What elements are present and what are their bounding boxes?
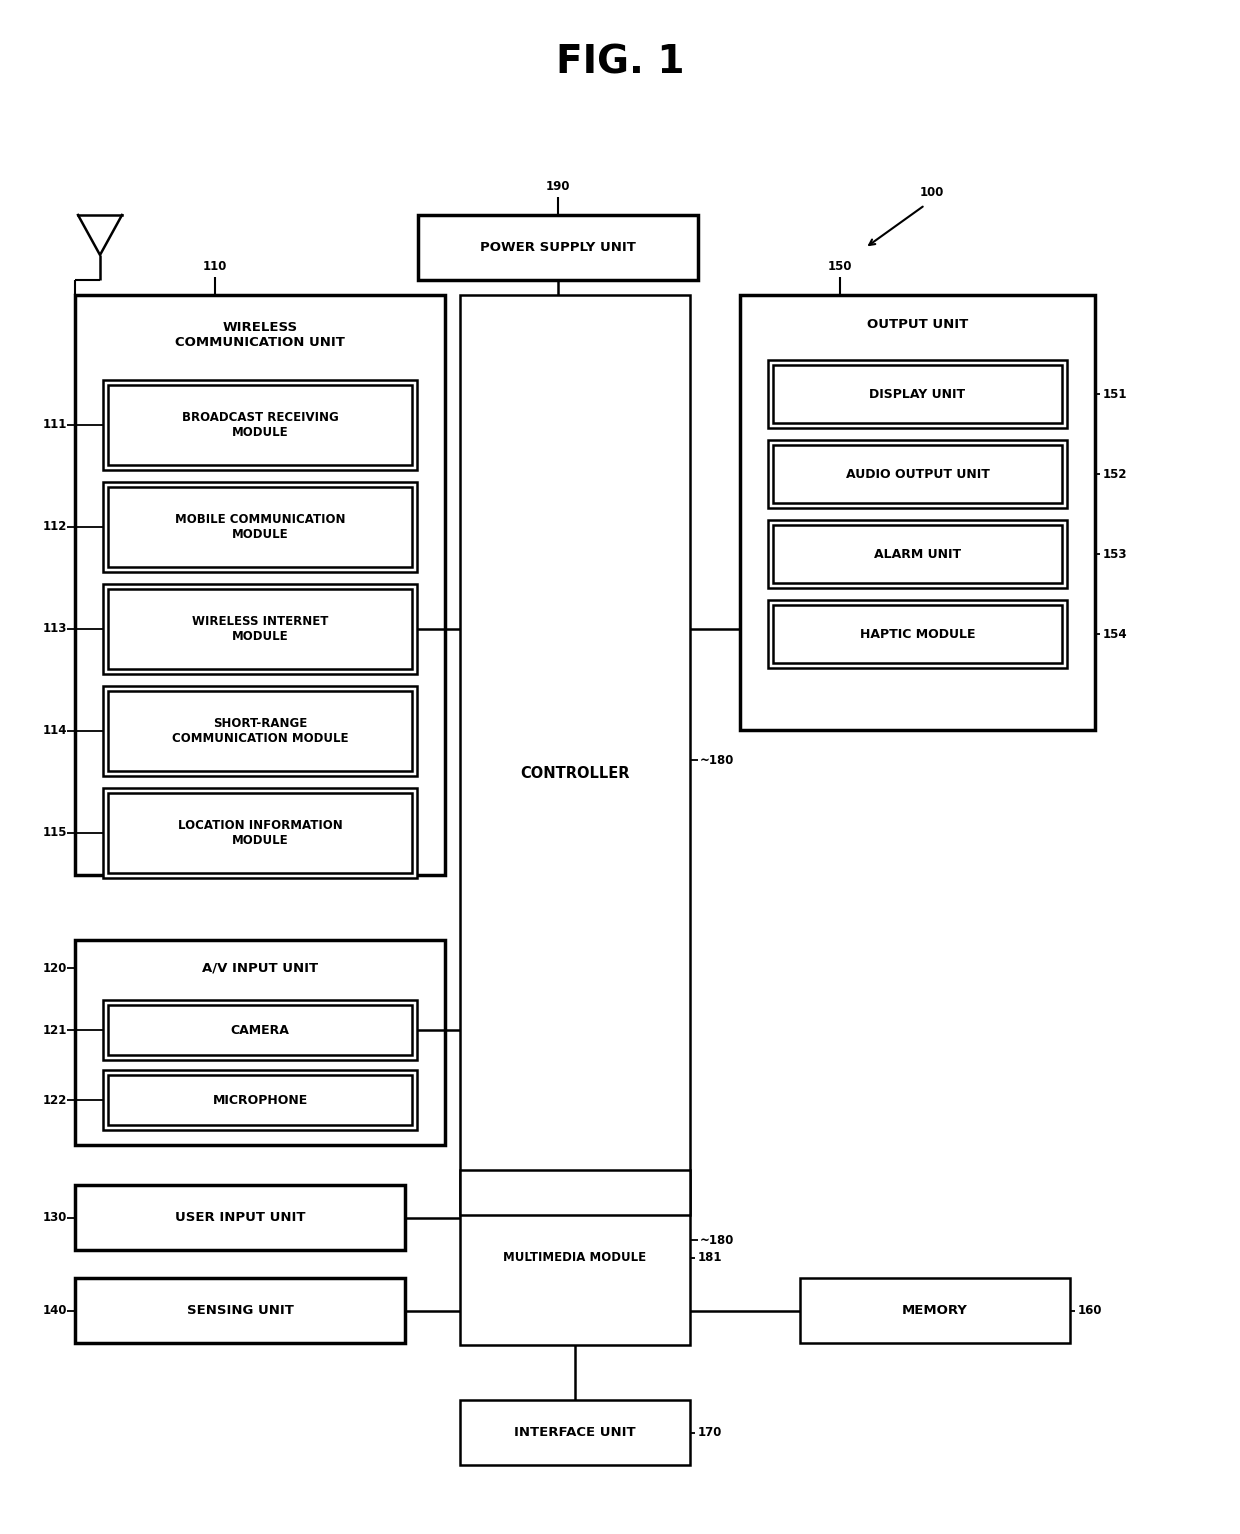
Bar (460, 295, 689, 1215)
Text: 152: 152 (1104, 468, 1127, 480)
Bar (418, 215, 698, 281)
Bar (103, 1071, 417, 1131)
Bar (773, 365, 1061, 423)
Text: AUDIO OUTPUT UNIT: AUDIO OUTPUT UNIT (846, 468, 990, 480)
Bar (103, 584, 417, 673)
Text: 120: 120 (42, 962, 67, 974)
Bar (773, 445, 1061, 503)
Text: 190: 190 (546, 181, 570, 193)
Text: SENSING UNIT: SENSING UNIT (186, 1304, 294, 1318)
Bar (768, 360, 1066, 428)
Text: MULTIMEDIA MODULE: MULTIMEDIA MODULE (503, 1252, 646, 1264)
Text: 170: 170 (698, 1427, 723, 1439)
Text: FIG. 1: FIG. 1 (556, 43, 684, 81)
Text: USER INPUT UNIT: USER INPUT UNIT (175, 1210, 305, 1224)
Text: 154: 154 (1104, 627, 1127, 641)
Bar (108, 1005, 412, 1055)
Bar (773, 604, 1061, 663)
Bar (108, 793, 412, 873)
Text: 130: 130 (42, 1210, 67, 1224)
Text: CAMERA: CAMERA (231, 1023, 289, 1037)
Text: HAPTIC MODULE: HAPTIC MODULE (859, 627, 975, 641)
Text: 100: 100 (920, 187, 945, 199)
Text: 113: 113 (42, 623, 67, 635)
Text: DISPLAY UNIT: DISPLAY UNIT (869, 388, 966, 400)
Text: 153: 153 (1104, 548, 1127, 560)
Bar (74, 295, 445, 874)
Bar (108, 486, 412, 568)
Text: 111: 111 (42, 419, 67, 431)
Bar (103, 380, 417, 469)
Bar (108, 385, 412, 465)
Text: LOCATION INFORMATION
MODULE: LOCATION INFORMATION MODULE (177, 819, 342, 847)
Text: 112: 112 (42, 520, 67, 534)
Text: 110: 110 (203, 261, 227, 273)
Bar (460, 1401, 689, 1465)
Text: MEMORY: MEMORY (901, 1304, 968, 1318)
Bar (103, 1000, 417, 1060)
Text: SHORT-RANGE
COMMUNICATION MODULE: SHORT-RANGE COMMUNICATION MODULE (172, 716, 348, 746)
Text: ~180: ~180 (701, 753, 734, 767)
Text: 160: 160 (1078, 1304, 1102, 1318)
Bar (460, 1170, 689, 1345)
Bar (103, 686, 417, 776)
Text: INTERFACE UNIT: INTERFACE UNIT (515, 1427, 636, 1439)
Text: A/V INPUT UNIT: A/V INPUT UNIT (202, 962, 319, 974)
Text: MOBILE COMMUNICATION
MODULE: MOBILE COMMUNICATION MODULE (175, 512, 345, 542)
Bar (800, 1278, 1070, 1342)
Bar (74, 1278, 405, 1342)
Text: 115: 115 (42, 827, 67, 839)
Bar (108, 589, 412, 669)
Text: 150: 150 (828, 261, 852, 273)
Text: POWER SUPPLY UNIT: POWER SUPPLY UNIT (480, 241, 636, 255)
Text: ~180: ~180 (701, 1233, 734, 1247)
Text: ALARM UNIT: ALARM UNIT (874, 548, 961, 560)
Text: 181: 181 (698, 1252, 723, 1264)
Text: OUTPUT UNIT: OUTPUT UNIT (867, 319, 968, 331)
Bar (74, 940, 445, 1144)
Bar (740, 295, 1095, 730)
Bar (768, 440, 1066, 508)
Bar (108, 1075, 412, 1124)
Bar (773, 525, 1061, 583)
Text: 122: 122 (42, 1094, 67, 1106)
Text: BROADCAST RECEIVING
MODULE: BROADCAST RECEIVING MODULE (181, 411, 339, 439)
Text: WIRELESS
COMMUNICATION UNIT: WIRELESS COMMUNICATION UNIT (175, 321, 345, 350)
Text: MICROPHONE: MICROPHONE (212, 1094, 308, 1106)
Bar (103, 482, 417, 572)
Text: 121: 121 (42, 1023, 67, 1037)
Bar (768, 600, 1066, 667)
Text: WIRELESS INTERNET
MODULE: WIRELESS INTERNET MODULE (192, 615, 329, 643)
Bar (768, 520, 1066, 588)
Text: 114: 114 (42, 724, 67, 738)
Bar (74, 1184, 405, 1250)
Bar (103, 788, 417, 877)
Text: CONTROLLER: CONTROLLER (521, 765, 630, 781)
Bar (108, 690, 412, 772)
Text: 151: 151 (1104, 388, 1127, 400)
Text: 140: 140 (42, 1304, 67, 1318)
